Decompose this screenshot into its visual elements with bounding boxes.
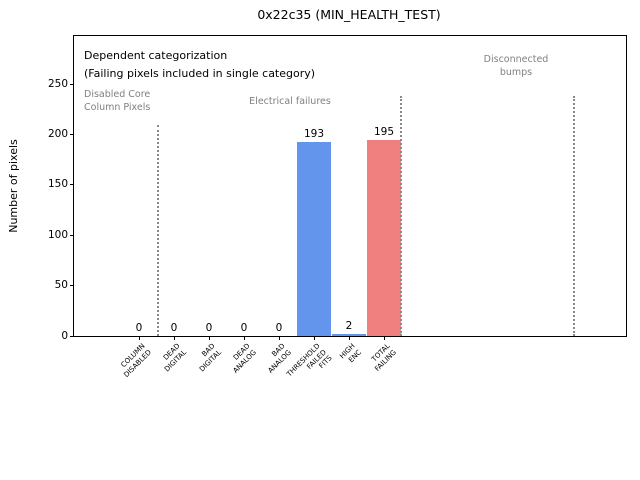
y-tick-mark	[70, 184, 74, 186]
category-separator-line	[157, 125, 159, 336]
x-tick-mark	[138, 336, 140, 340]
x-tick-mark	[208, 336, 210, 340]
category-separator-line	[400, 96, 402, 336]
category-separator-line	[573, 96, 575, 336]
bar-value-label: 2	[345, 319, 353, 332]
region-label-disconnected-bumps: Disconnected bumps	[483, 54, 549, 78]
y-axis-label: Number of pixels	[7, 139, 20, 233]
annotation-dependent-categorization: Dependent categorization	[84, 49, 228, 62]
x-tick-mark	[173, 336, 175, 340]
region-label-disabled-core-column-pixels: Disabled Core Column Pixels	[84, 89, 151, 113]
bar	[297, 141, 331, 336]
bar	[367, 139, 401, 336]
x-tick-mark	[243, 336, 245, 340]
bar-value-label: 0	[170, 322, 178, 334]
chart-title: 0x22c35 (MIN_HEALTH_TEST)	[257, 7, 441, 22]
x-tick-mark	[278, 336, 280, 340]
y-tick-label: 150	[47, 178, 68, 191]
y-tick-mark	[70, 285, 74, 287]
y-tick-label: 100	[47, 228, 68, 241]
bar-value-label: 0	[205, 322, 213, 334]
bar-value-label: 0	[135, 322, 143, 334]
bar	[332, 333, 366, 336]
bar-value-label: 0	[240, 322, 248, 334]
y-tick-mark	[70, 335, 74, 337]
bar-value-label: 0	[275, 322, 283, 334]
region-label-electrical-failures: Electrical failures	[249, 96, 331, 107]
x-tick-mark	[348, 336, 350, 340]
plot-area: 0 50 100 150 200 250 0 COLUMN DISABLED 0 DEAD DIG…	[48, 35, 627, 379]
y-tick-label: 200	[47, 128, 68, 141]
y-tick-mark	[70, 234, 74, 236]
y-tick-label: 250	[47, 77, 68, 90]
x-tick-mark	[383, 336, 385, 340]
y-tick-label: 0	[61, 329, 68, 342]
y-tick-mark	[70, 134, 74, 136]
annotation-failing-pixels-note: (Failing pixels included in single categ…	[84, 67, 316, 80]
x-tick-mark	[313, 336, 315, 340]
bar-value-label: 195	[373, 125, 395, 138]
bar-value-label: 193	[303, 127, 325, 140]
y-tick-label: 50	[54, 279, 68, 292]
y-tick-mark	[70, 83, 74, 85]
